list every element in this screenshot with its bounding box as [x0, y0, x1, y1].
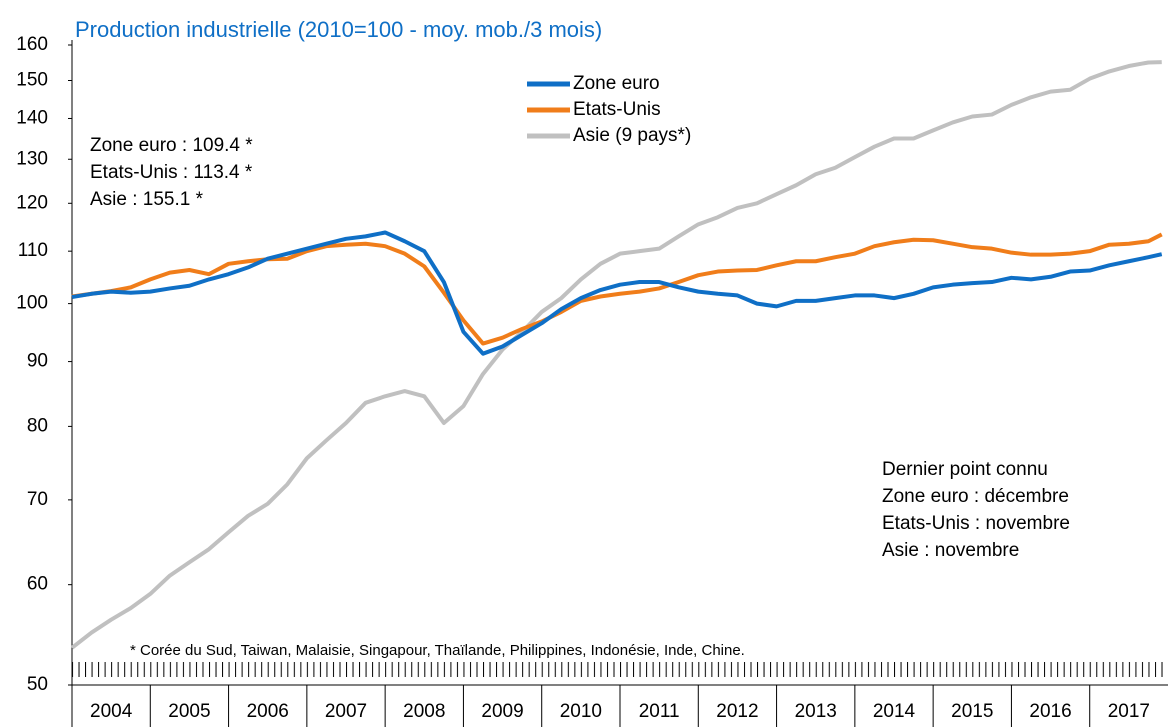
x-tick-label: 2004	[90, 701, 133, 722]
series-line	[70, 60, 1162, 650]
x-tick-label: 2009	[481, 701, 523, 722]
annotation: Etats-Unis : novembre	[882, 513, 1070, 534]
annotation: Etats-Unis : 113.4 *	[90, 162, 253, 183]
series-line	[71, 232, 1163, 346]
legend-label: Zone euro	[573, 73, 660, 94]
x-tick-label: 2008	[403, 701, 445, 722]
legend-label: Etats-Unis	[573, 99, 661, 120]
x-tick-label: 2016	[1029, 701, 1071, 722]
x-tick-label: 2005	[168, 701, 210, 722]
x-tick-label: 2007	[325, 701, 367, 722]
y-tick-label: 160	[16, 34, 48, 55]
annotation: Dernier point connu	[882, 459, 1048, 480]
y-tick-label: 70	[27, 489, 48, 510]
series-line	[71, 230, 1163, 356]
y-tick-label: 120	[16, 192, 48, 213]
chart-title: Production industrielle (2010=100 - moy.…	[75, 17, 602, 42]
x-tick-label: 2010	[560, 701, 602, 722]
y-tick-label: 150	[16, 70, 48, 91]
legend-label: Asie (9 pays*)	[573, 125, 691, 146]
y-tick-label: 140	[16, 107, 48, 128]
y-tick-label: 100	[16, 293, 48, 314]
y-tick-label: 60	[27, 574, 48, 595]
x-tick-label: 2012	[716, 701, 758, 722]
x-tick-label: 2015	[951, 701, 993, 722]
annotation: Zone euro : décembre	[882, 486, 1069, 507]
x-tick-label: 2006	[247, 701, 289, 722]
y-tick-label: 90	[27, 351, 48, 372]
minor-ticks	[72, 662, 1168, 677]
footnote: * Corée du Sud, Taiwan, Malaisie, Singap…	[130, 642, 745, 659]
x-tick-label: 2011	[639, 701, 680, 722]
annotation: Zone euro : 109.4 *	[90, 135, 253, 156]
x-tick-label: 2014	[873, 701, 916, 722]
y-tick-label: 110	[18, 240, 48, 261]
x-tick-label: 2013	[795, 701, 837, 722]
annotation: Asie : novembre	[882, 540, 1019, 561]
y-tick-label: 50	[27, 674, 48, 695]
x-tick-label: 2017	[1108, 701, 1150, 722]
y-tick-label: 130	[16, 148, 48, 169]
annotation-box	[82, 128, 314, 214]
y-tick-label: 80	[27, 415, 48, 436]
annotation: Asie : 155.1 *	[90, 189, 204, 210]
